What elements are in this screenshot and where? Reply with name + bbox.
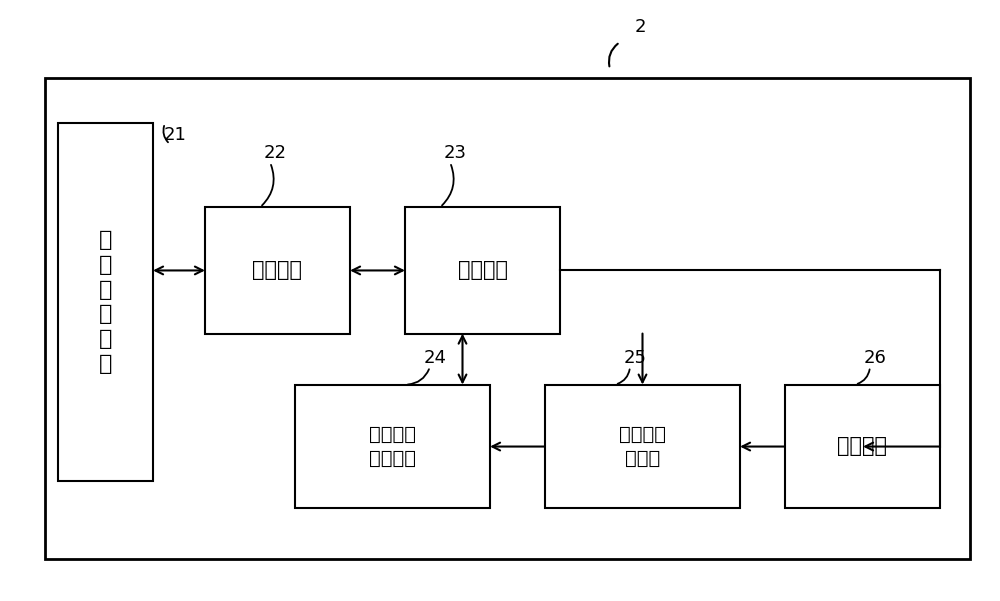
Text: 子站控制
保护装置: 子站控制 保护装置 [369, 425, 416, 468]
Text: 23: 23 [444, 144, 466, 162]
Bar [545, 385, 740, 508]
Bar [785, 385, 940, 508]
Bar [295, 385, 490, 508]
Bar [205, 207, 350, 334]
Bar [405, 207, 560, 334]
Text: 仿
真
模
拟
设
备: 仿 真 模 拟 设 备 [99, 230, 112, 374]
Text: 测量单元: 测量单元 [458, 260, 508, 281]
Text: 多协调控
制装置: 多协调控 制装置 [619, 425, 666, 468]
Text: 22: 22 [264, 144, 287, 162]
Text: 24: 24 [424, 349, 446, 367]
Text: 21: 21 [164, 126, 186, 144]
Bar [58, 123, 153, 481]
Text: 监控设备: 监控设备 [838, 436, 888, 456]
Text: 26: 26 [864, 349, 886, 367]
Text: 2: 2 [634, 18, 646, 36]
Text: 25: 25 [624, 349, 646, 367]
Bar [45, 78, 970, 559]
Text: 接口设备: 接口设备 [252, 260, 302, 281]
